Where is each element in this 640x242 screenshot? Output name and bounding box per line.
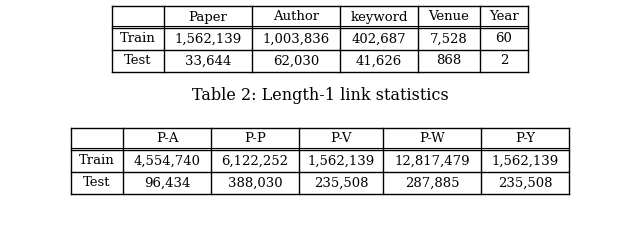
Text: 96,434: 96,434 bbox=[144, 176, 190, 189]
Text: 1,562,139: 1,562,139 bbox=[307, 154, 374, 167]
Text: Test: Test bbox=[124, 54, 152, 68]
Text: Train: Train bbox=[79, 154, 115, 167]
Text: Table 2: Length-1 link statistics: Table 2: Length-1 link statistics bbox=[191, 88, 449, 105]
Text: 1,562,139: 1,562,139 bbox=[174, 32, 242, 45]
Text: 235,508: 235,508 bbox=[314, 176, 368, 189]
Text: Paper: Paper bbox=[189, 10, 227, 23]
Text: P-A: P-A bbox=[156, 133, 179, 145]
Text: Test: Test bbox=[83, 176, 111, 189]
Text: 1,003,836: 1,003,836 bbox=[262, 32, 330, 45]
Text: 6,122,252: 6,122,252 bbox=[221, 154, 289, 167]
Text: 235,508: 235,508 bbox=[498, 176, 552, 189]
Text: 2: 2 bbox=[500, 54, 508, 68]
Text: 41,626: 41,626 bbox=[356, 54, 402, 68]
Text: P-P: P-P bbox=[244, 133, 266, 145]
Text: Year: Year bbox=[489, 10, 519, 23]
Text: 388,030: 388,030 bbox=[228, 176, 282, 189]
Text: P-V: P-V bbox=[330, 133, 352, 145]
Text: P-W: P-W bbox=[419, 133, 445, 145]
Text: 12,817,479: 12,817,479 bbox=[394, 154, 470, 167]
Text: Venue: Venue bbox=[429, 10, 469, 23]
Text: 287,885: 287,885 bbox=[404, 176, 460, 189]
Text: 60: 60 bbox=[495, 32, 513, 45]
Text: keyword: keyword bbox=[350, 10, 408, 23]
Text: 33,644: 33,644 bbox=[185, 54, 231, 68]
Text: 7,528: 7,528 bbox=[430, 32, 468, 45]
Text: Author: Author bbox=[273, 10, 319, 23]
Text: 402,687: 402,687 bbox=[352, 32, 406, 45]
Text: 868: 868 bbox=[436, 54, 461, 68]
Text: P-Y: P-Y bbox=[515, 133, 535, 145]
Text: 62,030: 62,030 bbox=[273, 54, 319, 68]
Text: 4,554,740: 4,554,740 bbox=[134, 154, 200, 167]
Text: Train: Train bbox=[120, 32, 156, 45]
Text: 1,562,139: 1,562,139 bbox=[492, 154, 559, 167]
